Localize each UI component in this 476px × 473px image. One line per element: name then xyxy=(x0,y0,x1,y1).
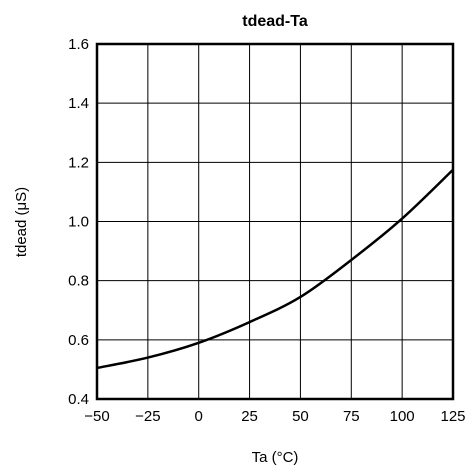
plot-frame xyxy=(95,42,455,401)
grid xyxy=(97,44,453,399)
y-tick-label: 1.6 xyxy=(68,36,89,53)
chart-title: tdead-Ta xyxy=(242,13,308,30)
y-axis-label: tdead (μS) xyxy=(13,187,30,257)
x-tick-label: 100 xyxy=(390,408,415,425)
x-tick-label: 50 xyxy=(292,408,309,425)
y-tick-label: 1.0 xyxy=(68,214,89,231)
series-line xyxy=(96,168,454,370)
x-tick-label: −25 xyxy=(135,408,160,425)
y-tick-label: 0.8 xyxy=(68,273,89,290)
x-tick-label: 25 xyxy=(241,408,258,425)
x-tick-label: 75 xyxy=(343,408,360,425)
x-axis-label: Ta (°C) xyxy=(252,449,299,466)
x-tick-label: 0 xyxy=(195,408,203,425)
y-tick-label: 0.4 xyxy=(68,391,89,408)
y-tick-label: 0.6 xyxy=(68,332,89,349)
x-tick-label: 125 xyxy=(440,408,465,425)
tick-labels: −50 −25 0 25 50 75 100 125 0.4 0.6 0.8 1.0 1.2 1.4 1.6 xyxy=(68,36,465,425)
x-tick-label: −50 xyxy=(84,408,109,425)
y-tick-label: 1.2 xyxy=(68,154,89,171)
y-tick-label: 1.4 xyxy=(68,95,89,112)
